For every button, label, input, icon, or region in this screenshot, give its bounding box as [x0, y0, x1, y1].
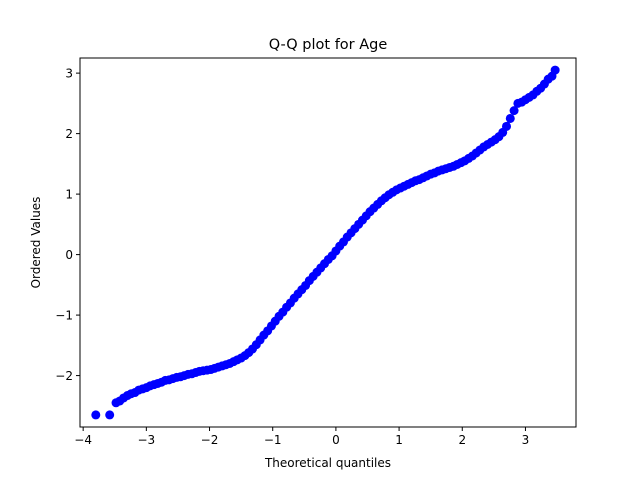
data-points [91, 65, 560, 420]
x-tick-label: 0 [332, 433, 340, 447]
y-tick-label: −1 [55, 308, 73, 322]
data-point [105, 410, 115, 420]
y-tick-label: −2 [55, 369, 73, 383]
x-tick-label: −2 [201, 433, 219, 447]
x-axis-label: Theoretical quantiles [264, 456, 391, 470]
x-tick-label: 2 [458, 433, 466, 447]
x-tick-label: −3 [137, 433, 155, 447]
y-tick-label: 0 [65, 248, 73, 262]
y-tick-label: 3 [65, 66, 73, 80]
x-tick-label: 1 [395, 433, 403, 447]
x-tick-label: −4 [74, 433, 92, 447]
data-point [509, 106, 519, 116]
y-tick-label: 2 [65, 127, 73, 141]
x-tick-label: −1 [264, 433, 282, 447]
y-axis-ticks: −2 −1 0 1 2 3 [55, 66, 80, 383]
chart-title: Q-Q plot for Age [269, 37, 388, 53]
x-tick-label: 3 [522, 433, 530, 447]
data-point [502, 121, 511, 131]
plot-area-frame [79, 57, 577, 428]
y-tick-label: 1 [65, 187, 73, 201]
y-axis-label: Ordered Values [29, 197, 43, 289]
data-point [505, 113, 515, 123]
data-point [550, 65, 560, 75]
x-axis-ticks: −4 −3 −2 −1 0 1 2 3 [74, 427, 529, 447]
data-point [91, 410, 101, 420]
